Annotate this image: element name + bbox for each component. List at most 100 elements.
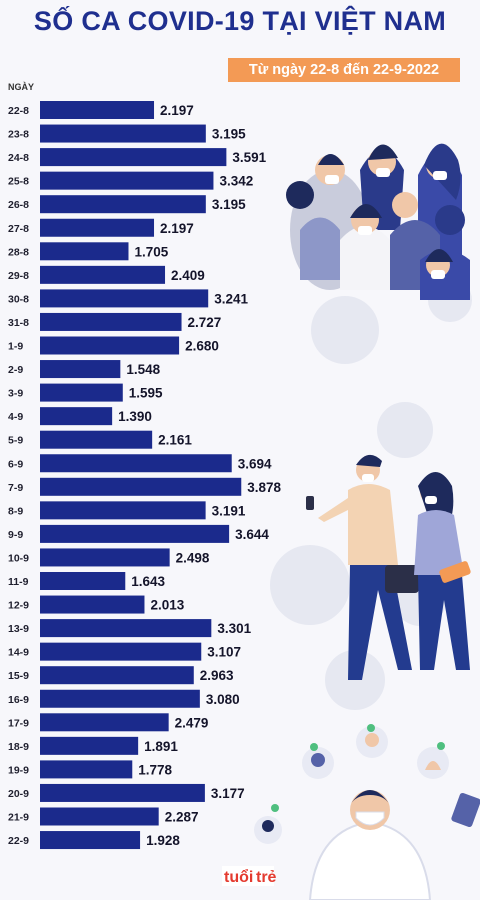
svg-text:tuổi: tuổi	[224, 868, 253, 886]
category-label: 10-9	[8, 552, 29, 564]
data-label: 1.643	[131, 574, 165, 589]
data-label: 3.177	[211, 786, 245, 801]
category-label: 3-9	[8, 388, 23, 400]
bar	[40, 383, 123, 402]
bar	[40, 289, 209, 308]
category-label: 25-8	[8, 176, 29, 188]
crowd-illustration	[286, 143, 470, 300]
data-label: 3.878	[247, 480, 281, 495]
bar	[40, 218, 155, 237]
category-label: 9-9	[8, 529, 23, 541]
category-label: 6-9	[8, 458, 23, 470]
data-label: 3.241	[214, 291, 248, 306]
category-label: 29-8	[8, 270, 29, 282]
category-label: 31-8	[8, 317, 29, 329]
data-label: 3.107	[207, 645, 241, 660]
bar	[40, 642, 202, 661]
bar	[40, 312, 182, 331]
category-label: 23-8	[8, 129, 29, 141]
bar	[40, 242, 129, 261]
data-label: 2.197	[160, 103, 194, 118]
category-label: 15-9	[8, 670, 29, 682]
data-label: 2.197	[160, 221, 194, 236]
category-label: 7-9	[8, 482, 23, 494]
data-label: 2.727	[188, 315, 222, 330]
category-label: 20-9	[8, 788, 29, 800]
category-label: 2-9	[8, 364, 23, 376]
doctor-illustration	[254, 724, 480, 900]
data-label: 2.409	[171, 268, 205, 283]
category-label: 16-9	[8, 694, 29, 706]
virus-icon	[270, 545, 350, 625]
category-label: 4-9	[8, 411, 23, 423]
data-label: 3.191	[212, 503, 246, 518]
bar	[40, 407, 113, 426]
data-label: 3.080	[206, 692, 240, 707]
category-label: 22-8	[8, 105, 29, 117]
bar	[40, 265, 166, 284]
data-label: 3.694	[238, 456, 272, 471]
data-label: 3.301	[217, 621, 251, 636]
bar	[40, 760, 133, 779]
bar	[40, 736, 139, 755]
bar	[40, 501, 206, 520]
bar	[40, 619, 212, 638]
bar	[40, 360, 121, 379]
data-label: 1.595	[129, 386, 163, 401]
brand-logo: tuổi trẻ	[222, 866, 277, 886]
bar	[40, 666, 194, 685]
bar	[40, 195, 206, 214]
data-label: 2.013	[150, 598, 184, 613]
bar	[40, 548, 170, 567]
category-label: 8-9	[8, 505, 23, 517]
bar	[40, 454, 232, 473]
data-label: 3.195	[212, 127, 246, 142]
category-label: 21-9	[8, 812, 29, 824]
category-label: 26-8	[8, 199, 29, 211]
bar	[40, 595, 145, 614]
data-label: 3.644	[235, 527, 269, 542]
data-label: 1.928	[146, 833, 180, 848]
svg-text:trẻ: trẻ	[256, 869, 277, 886]
data-label: 2.680	[185, 339, 219, 354]
bar	[40, 430, 153, 449]
bar	[40, 783, 205, 802]
category-label: 11-9	[8, 576, 29, 588]
virus-icon	[311, 296, 379, 364]
virus-icon	[377, 402, 433, 458]
data-label: 1.390	[118, 409, 152, 424]
data-label: 3.342	[219, 174, 253, 189]
date-range-badge: Từ ngày 22-8 đến 22-9-2022	[228, 58, 460, 82]
data-label: 2.498	[176, 550, 210, 565]
bar	[40, 831, 141, 850]
bar	[40, 477, 242, 496]
category-label: 19-9	[8, 764, 29, 776]
bar	[40, 713, 169, 732]
category-label: 24-8	[8, 152, 29, 164]
category-label: 17-9	[8, 717, 29, 729]
category-label: 14-9	[8, 647, 29, 659]
bar	[40, 807, 159, 826]
bar	[40, 524, 230, 543]
data-label: 1.548	[126, 362, 160, 377]
bar	[40, 336, 180, 355]
category-label: 27-8	[8, 223, 29, 235]
category-label: 28-8	[8, 246, 29, 258]
data-label: 3.591	[232, 150, 266, 165]
page-title: SỐ CA COVID-19 TẠI VIỆT NAM	[33, 6, 447, 36]
data-label: 2.479	[175, 715, 209, 730]
data-label: 2.963	[200, 668, 234, 683]
data-label: 2.287	[165, 810, 199, 825]
y-axis-label: NGÀY	[8, 82, 35, 92]
bar	[40, 148, 227, 167]
category-label: 13-9	[8, 623, 29, 635]
data-label: 2.161	[158, 433, 192, 448]
data-label: 3.195	[212, 197, 246, 212]
walking-people-illustration	[306, 454, 471, 680]
category-label: 30-8	[8, 293, 29, 305]
bar	[40, 689, 200, 708]
data-label: 1.705	[134, 244, 168, 259]
data-label: 1.778	[138, 762, 172, 777]
